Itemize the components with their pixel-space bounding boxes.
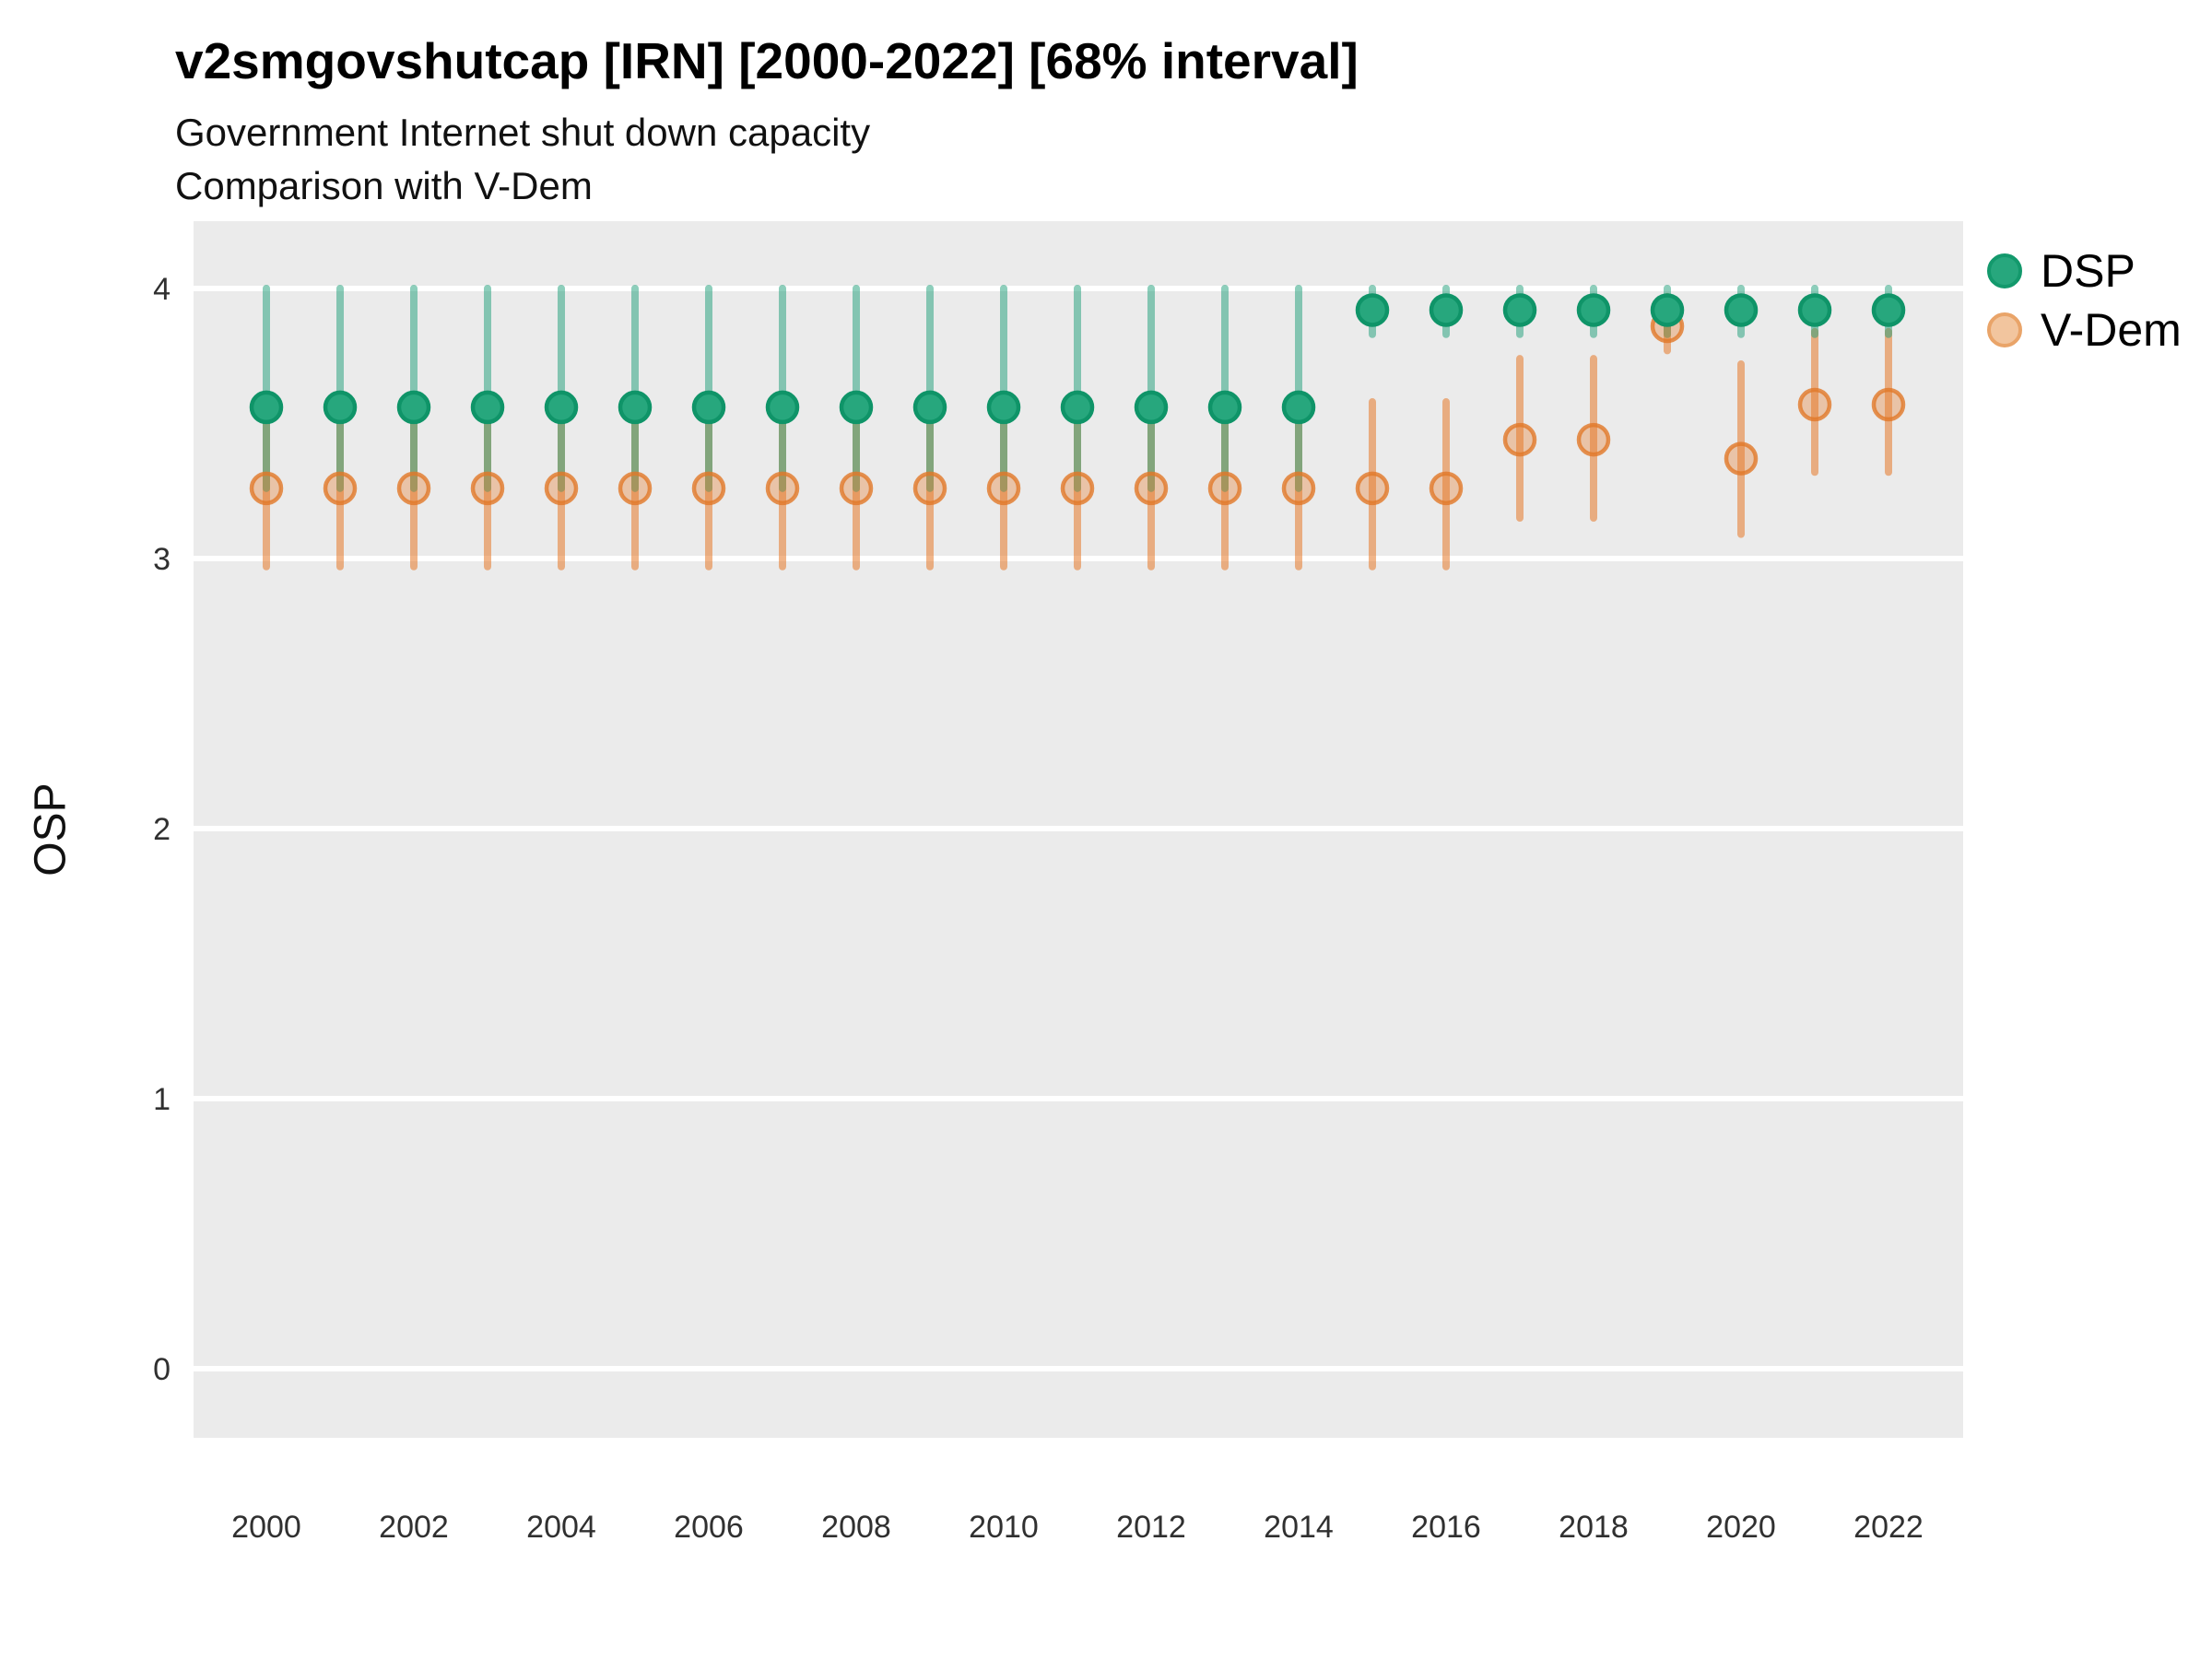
x-tick-label: 2018 <box>1559 1510 1629 1545</box>
dsp-point <box>1281 390 1316 425</box>
vdem-point <box>1576 422 1611 457</box>
vdem-point <box>1871 387 1906 422</box>
vdem-point <box>396 471 431 506</box>
vdem-legend-swatch-icon <box>1987 312 2022 347</box>
chart-title: v2smgovshutcap [IRN] [2000-2022] [68% in… <box>175 32 1359 89</box>
dsp-point <box>470 390 505 425</box>
vdem-point <box>1724 441 1759 476</box>
dsp-point <box>1134 390 1169 425</box>
dsp-point <box>1724 293 1759 327</box>
vdem-point <box>1281 471 1316 506</box>
vdem-point <box>839 471 874 506</box>
x-tick-label: 2006 <box>674 1510 744 1545</box>
dsp-point <box>912 390 947 425</box>
dsp-point <box>1576 293 1611 327</box>
vdem-point <box>544 471 579 506</box>
y-tick-label: 1 <box>153 1082 171 1117</box>
vdem-point <box>691 471 726 506</box>
y-tick-label: 3 <box>153 542 171 577</box>
vdem-point <box>912 471 947 506</box>
legend-item-dsp: DSP <box>1987 245 2182 297</box>
legend-label-dsp: DSP <box>2041 245 2136 297</box>
legend: DSP V-Dem <box>1987 245 2182 356</box>
dsp-point <box>618 390 653 425</box>
x-tick-label: 2008 <box>821 1510 891 1545</box>
dsp-point <box>1355 293 1390 327</box>
vdem-point <box>1355 471 1390 506</box>
y-tick-label: 0 <box>153 1352 171 1387</box>
dsp-point <box>1502 293 1537 327</box>
vdem-point <box>618 471 653 506</box>
dsp-point <box>1871 293 1906 327</box>
dsp-point <box>1429 293 1464 327</box>
x-tick-label: 2002 <box>379 1510 449 1545</box>
vdem-point <box>1207 471 1242 506</box>
vdem-point <box>249 471 284 506</box>
dsp-point <box>1797 293 1832 327</box>
y-tick-label: 4 <box>153 272 171 307</box>
x-tick-label: 2012 <box>1116 1510 1186 1545</box>
dsp-point <box>323 390 358 425</box>
legend-item-vdem: V-Dem <box>1987 304 2182 356</box>
vdem-point <box>1502 422 1537 457</box>
vdem-point <box>1797 387 1832 422</box>
dsp-legend-swatch-icon <box>1987 253 2022 288</box>
legend-label-vdem: V-Dem <box>2041 304 2182 356</box>
vdem-point <box>1134 471 1169 506</box>
x-tick-label: 2014 <box>1264 1510 1334 1545</box>
dsp-point <box>691 390 726 425</box>
dsp-point <box>765 390 800 425</box>
x-tick-label: 2016 <box>1411 1510 1481 1545</box>
vdem-point <box>765 471 800 506</box>
dsp-point <box>396 390 431 425</box>
dsp-point <box>1060 390 1095 425</box>
x-tick-label: 2020 <box>1706 1510 1776 1545</box>
chart-subtitle-line1: Government Internet shut down capacity <box>175 111 871 154</box>
x-tick-label: 2010 <box>969 1510 1039 1545</box>
vdem-point <box>470 471 505 506</box>
dsp-point <box>1650 293 1685 327</box>
vdem-point <box>986 471 1021 506</box>
y-tick-label: 2 <box>153 812 171 847</box>
x-tick-label: 2004 <box>526 1510 596 1545</box>
dsp-point <box>839 390 874 425</box>
x-tick-label: 2000 <box>231 1510 301 1545</box>
vdem-point <box>1060 471 1095 506</box>
vdem-point <box>323 471 358 506</box>
dsp-point <box>544 390 579 425</box>
dsp-point <box>986 390 1021 425</box>
dsp-point <box>1207 390 1242 425</box>
chart-subtitle-line2: Comparison with V-Dem <box>175 164 593 207</box>
x-tick-label: 2022 <box>1853 1510 1924 1545</box>
dsp-point <box>249 390 284 425</box>
vdem-point <box>1429 471 1464 506</box>
